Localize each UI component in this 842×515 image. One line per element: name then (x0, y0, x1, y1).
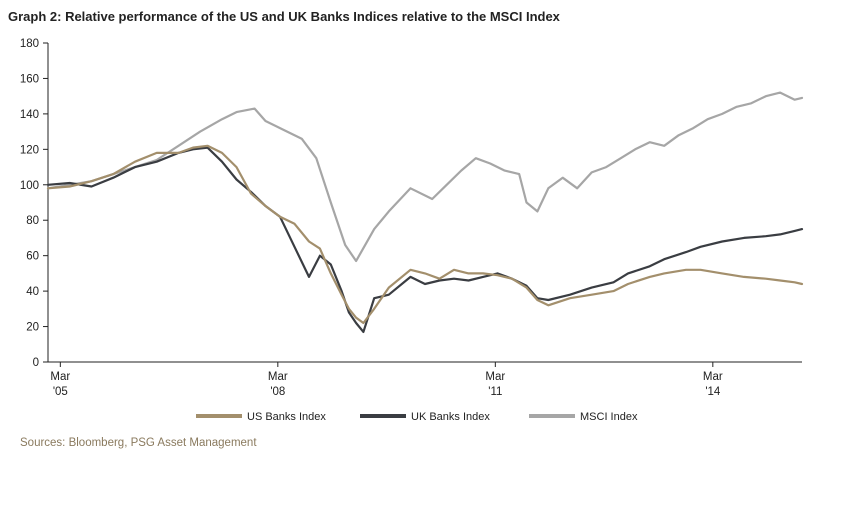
y-tick-label: 160 (20, 73, 39, 85)
x-tick-label-year: '14 (705, 386, 721, 398)
line-chart: 0 20 40 60 80 100 120 140 160 180 Mar '05 Mar '08 Mar '… (20, 38, 804, 423)
x-tick-label-month: Mar (268, 371, 288, 383)
y-tick-label: 0 (33, 357, 39, 369)
x-tick-label-year: '08 (270, 386, 285, 398)
x-tick-label-month: Mar (703, 371, 723, 383)
series-lines (46, 91, 804, 333)
x-tick-label-year: '11 (488, 386, 502, 398)
y-tick-label: 100 (20, 180, 39, 192)
y-tick-label: 140 (20, 109, 39, 121)
legend-label: UK Banks Index (411, 411, 490, 423)
axes: 0 20 40 60 80 100 120 140 160 180 Mar '05 Mar '08 Mar '… (20, 38, 802, 398)
y-tick-label: 180 (20, 38, 39, 50)
us-banks-indexline-series-line (46, 144, 804, 325)
legend-label: MSCI Index (580, 411, 638, 423)
legend: US Banks Index UK Banks Index MSCI Index (196, 411, 638, 423)
y-tick-label: 20 (26, 322, 39, 334)
x-tick-label-month: Mar (485, 371, 505, 383)
chart-title: Graph 2: Relative performance of the US … (8, 9, 560, 24)
source-note: Sources: Bloomberg, PSG Asset Management (20, 437, 257, 449)
legend-label: US Banks Index (247, 411, 326, 423)
y-tick-label: 40 (26, 286, 39, 298)
y-tick-label: 60 (26, 251, 39, 263)
x-tick-label-year: '05 (53, 386, 68, 398)
y-tick-label: 120 (20, 144, 39, 156)
msci-indexline-series-line (46, 91, 804, 263)
uk-banks-indexline-series-line (46, 146, 804, 333)
x-tick-label-month: Mar (50, 371, 70, 383)
y-tick-label: 80 (26, 215, 39, 227)
